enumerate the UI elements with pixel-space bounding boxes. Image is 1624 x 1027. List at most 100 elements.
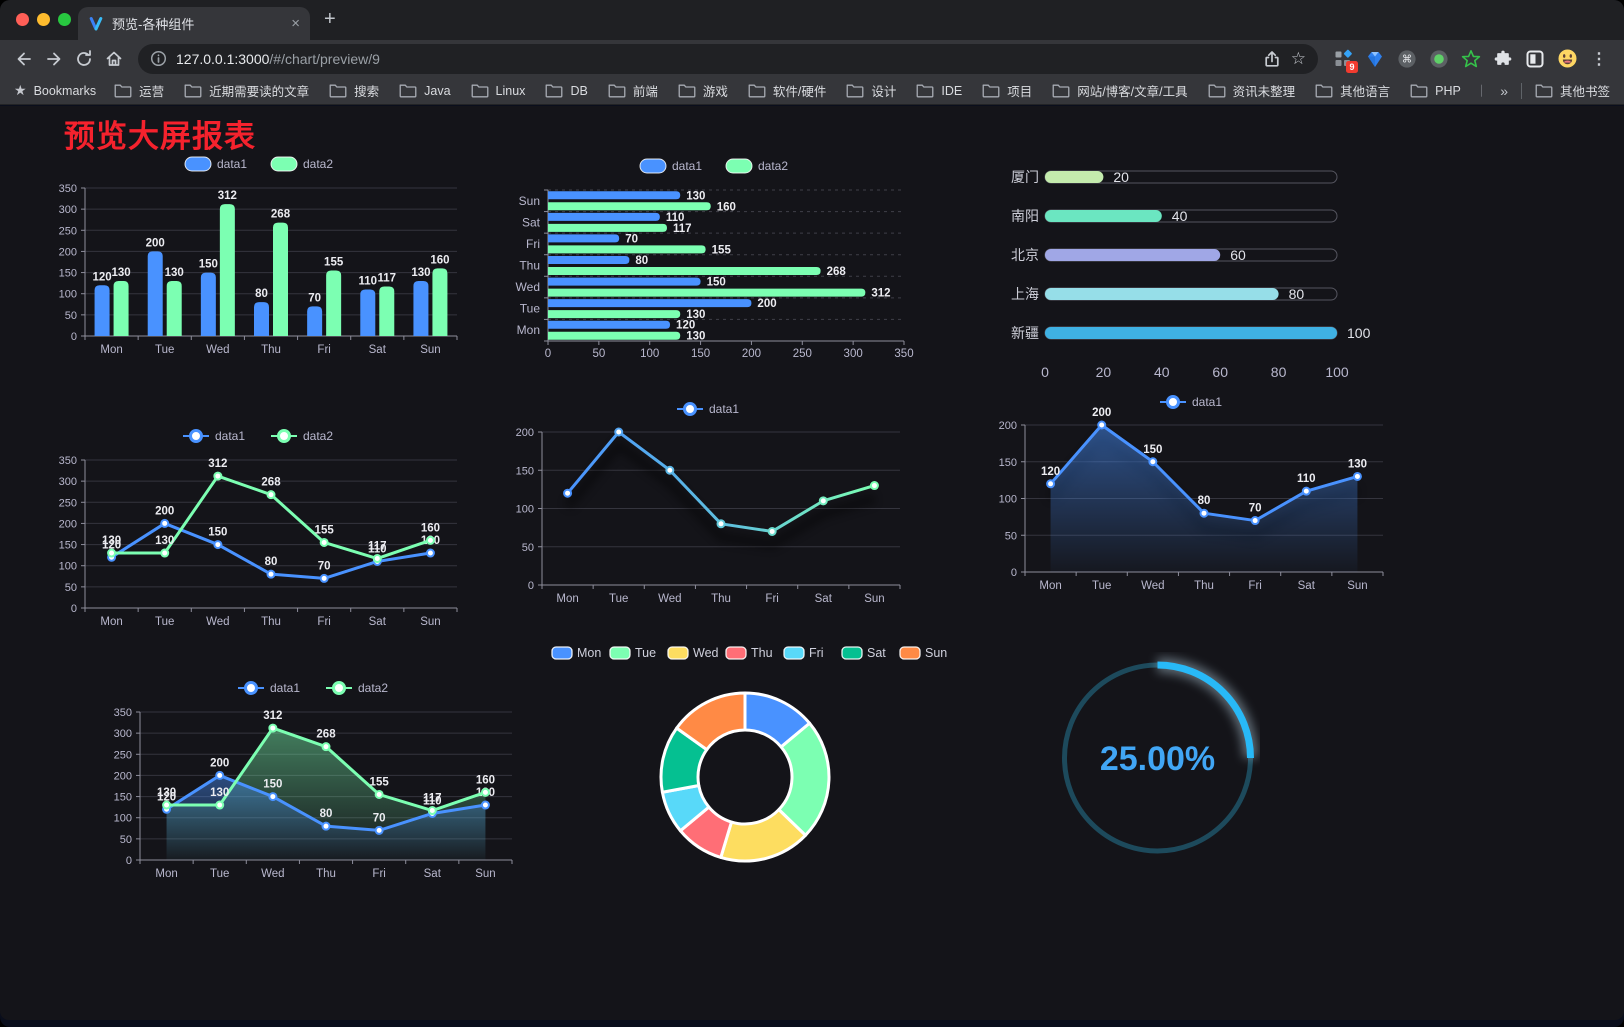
other-bookmarks-item[interactable]: 其他书签 [1535,81,1610,100]
svg-text:120: 120 [102,539,121,551]
close-window-button[interactable] [16,13,29,26]
chart-gradient-line[interactable]: data1 0 50 100 150 200 Mon Tue Wed Thu Fri Sat Sun [500,397,915,612]
chart-capsule-progress[interactable]: 厦门 20 南阳 40 北京 60 上海 80 新疆 100 0 20 40 60 80 100 [995,157,1395,389]
browser-toolbar: 127.0.0.1:3000/#/chart/preview/9 ☆ 9 ⌘ [0,40,1624,77]
share-icon[interactable] [1262,49,1282,69]
svg-text:data1: data1 [709,402,739,416]
page-content: 预览大屏报表 data1 data2 0 50 100 150 200 250 300 350 Mo… [0,106,1624,1020]
svg-text:130: 130 [686,309,705,321]
chart-two-series-line[interactable]: data1 data2 0 50 100 150 200 250 300 350 Mon Tue Wed… [45,422,465,637]
reload-button[interactable] [70,45,98,73]
svg-text:200: 200 [999,420,1017,432]
bookmark-folder[interactable]: 网站/博客/文章/工具 [1052,81,1188,100]
bookmark-folder[interactable]: IDE [916,81,962,100]
chart-horizontal-bar[interactable]: data1 data2 0 50 100 150 200 250 300 350 Sun 130 160… [500,152,920,367]
zoom-window-button[interactable] [58,13,71,26]
site-info-icon[interactable] [150,50,167,67]
bookmark-folder[interactable]: 游戏 [678,81,728,100]
green-star-extension-icon[interactable] [1456,44,1486,74]
chart-filled-two-line[interactable]: data1 data2 0 50 100 150 200 250 300 350 Mon Tue Wed… [100,674,520,889]
folder-icon [1052,83,1070,98]
folder-icon [1410,83,1428,98]
folder-icon [982,83,1000,98]
bookmark-folder[interactable]: 项目 [982,81,1032,100]
cmd-extension-icon[interactable]: ⌘ [1392,44,1422,74]
bookmark-folder[interactable]: 设计 [846,81,896,100]
bookmark-folder-label: DB [570,83,588,98]
svg-text:268: 268 [316,729,336,741]
svg-text:110: 110 [666,212,685,224]
svg-text:60: 60 [1212,364,1228,380]
bookmark-folder[interactable]: 软件/硬件 [748,81,826,100]
bookmark-folder-label: PHP [1435,83,1461,98]
bookmark-star-icon[interactable]: ☆ [1290,49,1306,68]
svg-text:50: 50 [120,834,132,846]
svg-text:Sun: Sun [420,344,440,356]
svg-text:Fri: Fri [317,616,330,628]
svg-text:Thu: Thu [316,868,336,880]
svg-text:Wed: Wed [206,344,229,356]
browser-tab[interactable]: 预览-各种组件 × [78,7,310,40]
bookmark-folder-label: Linux [495,83,526,98]
new-tab-button[interactable]: + [324,8,336,30]
split-square-icon[interactable] [1520,44,1550,74]
bookmarks-manager-item[interactable]: ★ Bookmarks [14,82,96,99]
chart-area-line[interactable]: data1 0 50 100 150 200 Mon Tue Wed Thu Fri Sat Sun 12… [985,390,1395,600]
puzzle-extensions-icon[interactable] [1488,44,1518,74]
svg-text:130: 130 [155,535,174,547]
bookmark-folder-label: 软件/硬件 [772,85,827,99]
bookmark-folder[interactable]: 运营 [114,81,164,100]
bookmark-folder[interactable]: Linux [471,81,526,100]
menu-dots-icon[interactable]: ⋮ [1591,50,1607,68]
svg-text:250: 250 [59,225,77,237]
folder-icon [748,83,766,98]
svg-text:0: 0 [528,580,534,592]
forward-button[interactable] [40,45,68,73]
minimize-window-button[interactable] [37,13,50,26]
svg-text:Sun: Sun [475,868,495,880]
url-text[interactable]: 127.0.0.1:3000/#/chart/preview/9 [176,51,1253,67]
svg-text:Thu: Thu [261,616,281,628]
tab-close-icon[interactable]: × [291,15,300,32]
chart-donut-pie[interactable]: Mon Tue Wed Thu Fri Sat Sun [545,637,965,882]
address-bar[interactable]: 127.0.0.1:3000/#/chart/preview/9 ☆ [138,43,1318,74]
folder-icon [1481,83,1483,98]
svg-text:130: 130 [1348,458,1367,470]
bookmark-folder[interactable]: 资讯未整理 [1208,81,1295,100]
home-button[interactable] [100,45,128,73]
svg-text:50: 50 [65,582,77,594]
svg-text:Fri: Fri [809,646,824,660]
svg-text:北京: 北京 [1011,247,1039,263]
bookmark-folder[interactable]: Java [399,81,451,100]
chart-canvas-line-gradient: data1 0 50 100 150 200 Mon Tue Wed Thu Fri Sat Sun [516,402,901,605]
svg-text:160: 160 [717,201,736,213]
svg-text:150: 150 [114,792,132,804]
svg-text:Sun: Sun [925,646,947,660]
svg-text:50: 50 [65,310,77,322]
bookmark-folder[interactable]: 搜索 [329,81,379,100]
bookmark-folder[interactable]: DB [545,81,588,100]
gem-extension-icon[interactable] [1360,44,1390,74]
bookmark-folder[interactable]: 前端 [608,81,658,100]
bookmark-folder[interactable]: PHP [1410,81,1461,100]
back-button[interactable] [10,45,38,73]
chart-grouped-bar[interactable]: data1 data2 0 50 100 150 200 250 300 350 Mon Tue Wed… [45,150,465,365]
folder-icon [1535,83,1553,98]
svg-text:130: 130 [411,267,430,279]
folder-icon [399,83,417,98]
bookmarks-overflow-chevron[interactable]: » [1500,82,1508,99]
svg-text:0: 0 [545,348,551,360]
tab-title: 预览-各种组件 [112,17,195,32]
svg-text:Mon: Mon [556,593,578,605]
svg-text:312: 312 [263,710,282,722]
bookmark-folder[interactable]: 近期需要读的文章 [184,81,309,100]
svg-text:Thu: Thu [711,593,731,605]
green-dot-extension-icon[interactable] [1424,44,1454,74]
grid-extension-icon[interactable]: 9 [1328,44,1358,74]
emoji-extension-icon[interactable] [1552,44,1582,74]
svg-text:130: 130 [111,267,130,279]
svg-text:Tue: Tue [520,302,541,316]
bookmark-folder[interactable]: 其他语言 [1315,81,1390,100]
chart-gauge-progress[interactable]: 25.00% [1055,652,1260,862]
bookmark-folder[interactable]: 文件服务器 [1481,81,1483,100]
